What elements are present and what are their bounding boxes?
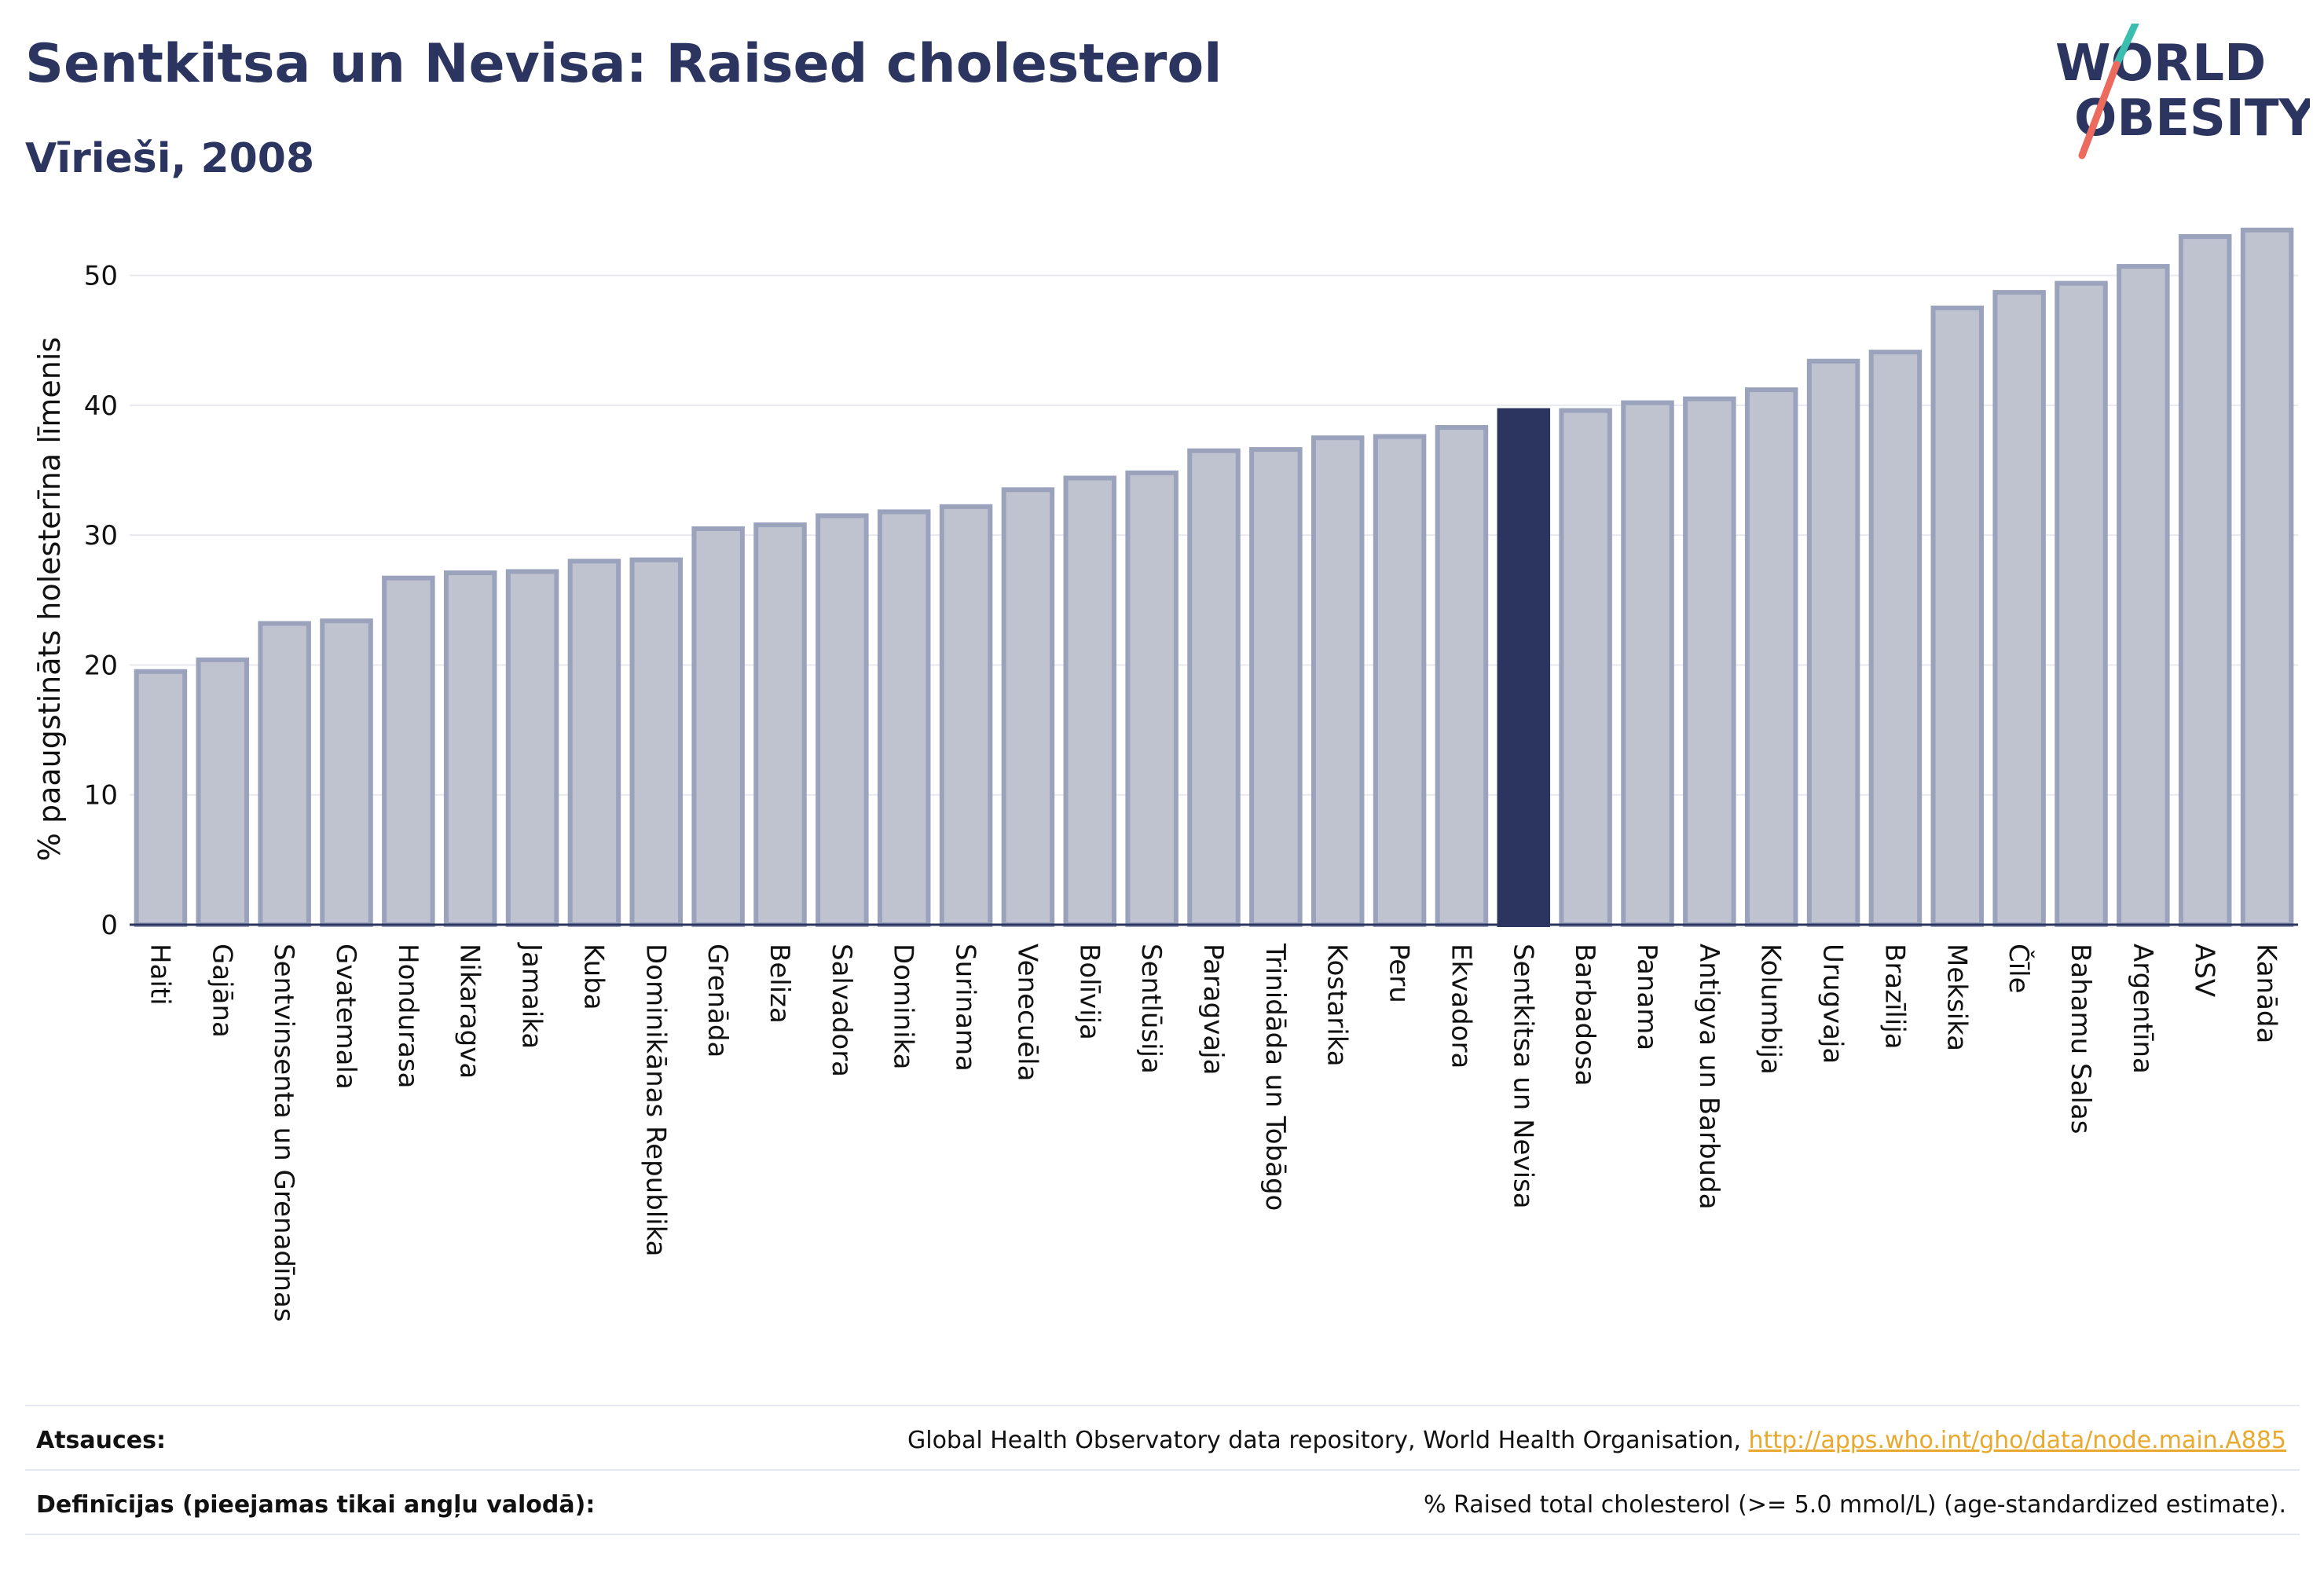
y-tick-label: 20 — [84, 650, 118, 681]
world-obesity-logo: WORLD OBESITY — [2055, 24, 2310, 159]
definitions-text: % Raised total cholesterol (>= 5.0 mmol/… — [1424, 1491, 2286, 1519]
bar — [320, 618, 373, 928]
footer-divider-top — [25, 1405, 2300, 1406]
x-tick-label: Urugvaja — [1817, 944, 1849, 1064]
x-tick-label: Jamaika — [516, 942, 548, 1049]
x-tick-label: Bahamu Salas — [2065, 944, 2096, 1134]
x-tick-label: Hondurasa — [392, 944, 423, 1088]
bar — [1559, 408, 1612, 927]
bar — [691, 526, 745, 927]
x-tick-label: Čīle — [2003, 944, 2035, 994]
x-tick-label: Kanāda — [2251, 944, 2282, 1043]
y-tick-label: 50 — [84, 261, 118, 292]
bar — [816, 513, 869, 927]
x-tick-label: Beliza — [764, 944, 795, 1024]
bar-chart: 0 10 20 30 40 50 % paaugstināts holesterīna lī… — [32, 227, 2298, 1322]
x-tick-label: Paragvaja — [1197, 944, 1229, 1075]
bar — [1249, 447, 1303, 927]
x-tick-label: Gvatemala — [330, 944, 361, 1090]
bar — [1001, 487, 1055, 927]
page-subtitle: Vīrieši, 2008 — [25, 135, 315, 182]
x-tick-label: Trinidāda un Tobāgo — [1259, 943, 1291, 1211]
footer-divider-bottom — [25, 1534, 2300, 1535]
bar — [2178, 234, 2232, 927]
bar — [1435, 425, 1489, 927]
footer-divider-middle — [25, 1469, 2300, 1471]
bar — [134, 669, 188, 928]
x-tick-label: Grenāda — [702, 944, 733, 1057]
x-tick-label: Venecuēla — [1011, 944, 1043, 1081]
bar — [877, 509, 931, 927]
logo-slash-coral — [2078, 60, 2121, 159]
bar — [2240, 227, 2294, 928]
bar — [1063, 475, 1117, 927]
x-tick-label: Bolīvija — [1073, 944, 1105, 1040]
bar — [1868, 350, 1923, 927]
bar — [567, 559, 621, 928]
x-tick-label: Antigva un Barbuda — [1693, 944, 1725, 1210]
sources-value: Global Health Observatory data repositor… — [907, 1427, 2286, 1454]
x-tick-label: Haiti — [144, 944, 175, 1006]
bar — [1621, 400, 1674, 927]
x-tick-label: Kuba — [577, 944, 609, 1010]
bar — [1744, 387, 1798, 927]
x-tick-label: Kostarika — [1321, 944, 1353, 1067]
bar — [258, 621, 311, 927]
sources-text: Global Health Observatory data repositor… — [907, 1427, 1741, 1454]
bar — [1683, 396, 1736, 927]
bar — [443, 570, 497, 927]
sources-link[interactable]: http://apps.who.int/gho/data/node.main.A… — [1748, 1427, 2286, 1454]
bar — [753, 522, 807, 928]
y-tick-label: 30 — [84, 520, 118, 552]
x-tick-label: Gajāna — [206, 944, 237, 1038]
bar — [1992, 290, 2046, 927]
y-axis-label: % paaugstināts holesterīna līmenis — [32, 337, 67, 861]
x-tick-label: Sentkitsa un Nevisa — [1507, 944, 1538, 1209]
definitions-label: Definīcijas (pieejamas tikai angļu valod… — [36, 1491, 596, 1519]
bar — [1497, 408, 1551, 927]
sources-label: Atsauces: — [36, 1427, 166, 1454]
x-tick-label: Argentīna — [2127, 944, 2158, 1074]
logo-slash-teal — [2113, 24, 2139, 68]
bar — [2055, 280, 2108, 927]
x-tick-label: Sentvinsenta un Grenadīnas — [268, 944, 299, 1322]
y-tick-label: 40 — [84, 390, 118, 422]
x-tick-label: Ekvadora — [1445, 944, 1476, 1068]
x-tick-label: Dominika — [888, 944, 919, 1069]
y-tick-label: 10 — [84, 780, 118, 812]
x-tick-label: Brazīlija — [1879, 944, 1910, 1050]
x-tick-label: ASV — [2189, 944, 2220, 997]
x-tick-label: Dominikānas Republika — [640, 944, 671, 1257]
bar — [629, 557, 684, 927]
x-tick-label: Meksika — [1941, 944, 1972, 1051]
bar — [939, 504, 993, 927]
x-tick-label: Kolumbija — [1755, 944, 1787, 1075]
bar — [505, 569, 559, 927]
bar — [1187, 448, 1241, 927]
bar — [1930, 305, 1985, 928]
bar — [382, 575, 435, 927]
x-tick-label: Nikaragva — [454, 944, 486, 1079]
logo-word-world: WORLD — [2055, 35, 2266, 93]
bar — [1373, 434, 1427, 927]
bar — [1806, 358, 1860, 927]
x-tick-label: Peru — [1384, 944, 1415, 1003]
bar — [1310, 435, 1365, 927]
bar — [2117, 264, 2170, 927]
x-tick-label: Sentlūsija — [1135, 944, 1167, 1074]
x-tick-label: Panama — [1631, 944, 1662, 1050]
bar — [196, 657, 250, 927]
page-title: Sentkitsa un Nevisa: Raised cholesterol — [25, 33, 1222, 95]
x-tick-label: Salvadora — [826, 944, 857, 1077]
y-tick-label: 0 — [101, 910, 118, 941]
x-tick-label: Surinama — [950, 944, 981, 1072]
x-tick-label: Barbadosa — [1569, 944, 1600, 1087]
logo-word-obesity: OBESITY — [2074, 90, 2310, 148]
bar — [1125, 470, 1178, 927]
